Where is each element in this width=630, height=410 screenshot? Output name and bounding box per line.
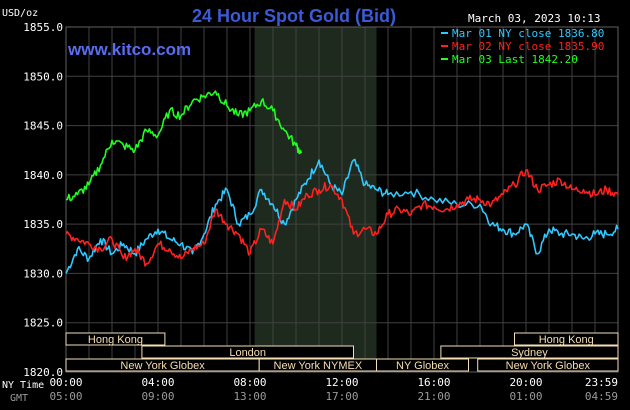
x-tick-label-gmt: 17:00 bbox=[325, 390, 358, 403]
market-session-box bbox=[477, 358, 619, 372]
x-tick-label-ny: 12:00 bbox=[325, 376, 358, 389]
x-tick-label-gmt: 01:00 bbox=[509, 390, 542, 403]
y-tick-label: 1830.0 bbox=[23, 267, 63, 280]
y-tick-label: 1835.0 bbox=[23, 218, 63, 231]
market-session-box bbox=[514, 332, 619, 346]
legend-label: Mar 03 Last 1842.20 bbox=[452, 53, 578, 66]
legend-label: Mar 02 NY close 1835.90 bbox=[452, 40, 604, 53]
y-tick-label: 1850.0 bbox=[23, 70, 63, 83]
y-axis-label: USD/oz bbox=[2, 8, 38, 19]
watermark: www.kitco.com bbox=[67, 40, 191, 59]
market-session-label: Hong Kong bbox=[88, 334, 143, 346]
market-session-box bbox=[440, 345, 619, 359]
x-row-label-gmt: GMT bbox=[10, 393, 28, 404]
market-session-label: New York Globex bbox=[506, 360, 591, 372]
y-tick-label: 1840.0 bbox=[23, 169, 63, 182]
market-session-label: Sydney bbox=[511, 347, 548, 359]
series-line-3 bbox=[66, 90, 303, 202]
chart-title: 24 Hour Spot Gold (Bid) bbox=[192, 6, 396, 26]
market-session-label: New York Globex bbox=[120, 360, 205, 372]
timestamp: March 03, 2023 10:13 bbox=[468, 12, 600, 25]
market-session-box bbox=[65, 332, 166, 346]
x-tick-label-ny: 04:00 bbox=[141, 376, 174, 389]
x-tick-label-ny: 23:59 bbox=[585, 376, 618, 389]
y-tick-label: 1820.0 bbox=[23, 366, 63, 379]
y-tick-label: 1825.0 bbox=[23, 317, 63, 330]
legend-label: Mar 01 NY close 1836.80 bbox=[452, 27, 604, 40]
market-session-label: NY Globex bbox=[396, 360, 449, 372]
x-tick-label-gmt: 05:00 bbox=[49, 390, 82, 403]
x-tick-label-ny: 16:00 bbox=[417, 376, 450, 389]
x-tick-label-gmt: 13:00 bbox=[233, 390, 266, 403]
market-session-box bbox=[141, 345, 354, 359]
market-session-label: New York NYMEX bbox=[274, 360, 363, 372]
series-line-1 bbox=[65, 158, 619, 274]
x-tick-label-ny: 08:00 bbox=[233, 376, 266, 389]
x-tick-label-gmt: 04:59 bbox=[585, 390, 618, 403]
market-session-label: London bbox=[229, 347, 266, 359]
x-tick-label-ny: 20:00 bbox=[509, 376, 542, 389]
y-tick-label: 1845.0 bbox=[23, 120, 63, 133]
x-row-label-ny: NY Time bbox=[2, 380, 44, 391]
series-line-2 bbox=[65, 169, 619, 267]
y-tick-label: 1855.0 bbox=[23, 21, 63, 34]
x-tick-label-gmt: 09:00 bbox=[141, 390, 174, 403]
x-tick-label-gmt: 21:00 bbox=[417, 390, 450, 403]
market-session-box bbox=[376, 358, 469, 372]
x-tick-label-ny: 00:00 bbox=[49, 376, 82, 389]
market-session-label: Hong Kong bbox=[539, 334, 594, 346]
nymex-session-shade bbox=[254, 27, 377, 372]
